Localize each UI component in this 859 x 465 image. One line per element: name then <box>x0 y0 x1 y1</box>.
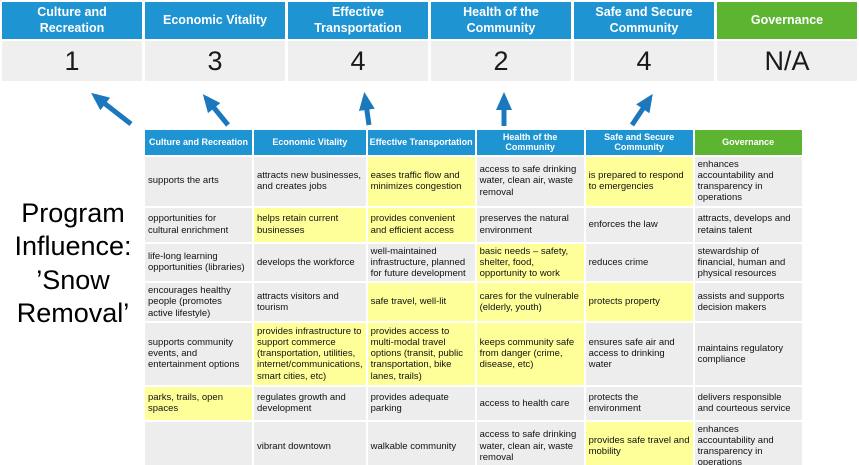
matrix-cell: is prepared to respond to emergencies <box>585 156 693 206</box>
matrix-cell <box>145 421 252 465</box>
matrix-cell: well-maintained infrastructure, planned … <box>367 243 475 282</box>
matrix-cell: assists and supports decision makers <box>694 283 802 321</box>
matrix-cell: eases traffic flow and minimizes congest… <box>367 156 475 206</box>
table-row: encourages healthy people (promotes acti… <box>145 283 802 321</box>
summary-score-economic-vitality: 3 <box>145 41 285 81</box>
matrix-cell: stewardship of financial, human and phys… <box>694 243 802 282</box>
matrix-cell: vibrant downtown <box>254 421 366 465</box>
summary-strip: Culture and Recreation Economic Vitality… <box>2 2 857 81</box>
influence-matrix-table: Culture and Recreation Economic Vitality… <box>143 128 804 465</box>
summary-header-effective-transportation: Effective Transportation <box>288 2 428 39</box>
table-row: life-long learning opportunities (librar… <box>145 243 802 282</box>
matrix-header-culture-and-recreation: Culture and Recreation <box>145 130 252 155</box>
matrix-cell: attracts visitors and tourism <box>254 283 366 321</box>
summary-header-governance: Governance <box>717 2 857 39</box>
summary-header-safe-and-secure-community: Safe and Secure Community <box>574 2 714 39</box>
matrix-cell: preserves the natural environment <box>476 207 584 242</box>
matrix-cell: protects property <box>585 283 693 321</box>
matrix-cell: access to health care <box>476 386 584 420</box>
matrix-cell: ensures safe air and access to drinking … <box>585 322 693 385</box>
matrix-cell: keeps community safe from danger (crime,… <box>476 322 584 385</box>
summary-score-effective-transportation: 4 <box>288 41 428 81</box>
up-left-arrow-icon <box>202 94 230 127</box>
matrix-cell: provides access to multi-modal travel op… <box>367 322 475 385</box>
matrix-cell: regulates growth and development <box>254 386 366 420</box>
matrix-cell: attracts new businesses, and creates job… <box>254 156 366 206</box>
matrix-header-health-of-the-community: Health of the Community <box>476 130 584 155</box>
matrix-cell: delivers responsible and courteous servi… <box>694 386 802 420</box>
table-row: parks, trails, open spaces regulates gro… <box>145 386 802 420</box>
matrix-cell: opportunities for cultural enrichment <box>145 207 252 242</box>
matrix-cell: attracts, develops and retains talent <box>694 207 802 242</box>
matrix-cell: supports community events, and entertain… <box>145 322 252 385</box>
up-right-arrow-icon <box>629 93 653 127</box>
matrix-cell: supports the arts <box>145 156 252 206</box>
matrix-cell: life-long learning opportunities (librar… <box>145 243 252 282</box>
matrix-cell: enforces the law <box>585 207 693 242</box>
matrix-cell: protects the environment <box>585 386 693 420</box>
summary-score-safe-and-secure-community: 4 <box>574 41 714 81</box>
summary-score-culture-and-recreation: 1 <box>2 41 142 81</box>
matrix-cell: encourages healthy people (promotes acti… <box>145 283 252 321</box>
summary-score-health-of-the-community: 2 <box>431 41 571 81</box>
summary-header-health-of-the-community: Health of the Community <box>431 2 571 39</box>
matrix-header-safe-and-secure-community: Safe and Secure Community <box>585 130 693 155</box>
table-row: supports community events, and entertain… <box>145 322 802 385</box>
matrix-cell: walkable community <box>367 421 475 465</box>
matrix-cell: maintains regulatory compliance <box>694 322 802 385</box>
up-arrow-icon <box>358 92 375 126</box>
matrix-header-economic-vitality: Economic Vitality <box>254 130 366 155</box>
matrix-cell: enhances accountability and transparency… <box>694 156 802 206</box>
summary-header-economic-vitality: Economic Vitality <box>145 2 285 39</box>
matrix-cell: safe travel, well-lit <box>367 283 475 321</box>
program-influence-label: Program Influence: ’Snow Removal’ <box>14 198 132 329</box>
matrix-cell: cares for the vulnerable (elderly, youth… <box>476 283 584 321</box>
matrix-header-effective-transportation: Effective Transportation <box>367 130 475 155</box>
summary-header-culture-and-recreation: Culture and Recreation <box>2 2 142 39</box>
table-row: opportunities for cultural enrichment he… <box>145 207 802 242</box>
matrix-cell: access to safe drinking water, clean air… <box>476 421 584 465</box>
matrix-cell: basic needs – safety, shelter, food, opp… <box>476 243 584 282</box>
table-row: supports the arts attracts new businesse… <box>145 156 802 206</box>
summary-score-governance: N/A <box>717 41 857 81</box>
up-left-arrow-icon <box>91 92 133 126</box>
matrix-cell: provides safe travel and mobility <box>585 421 693 465</box>
matrix-header-governance: Governance <box>694 130 802 155</box>
matrix-cell: provides infrastructure to support comme… <box>254 322 366 385</box>
matrix-cell: helps retain current businesses <box>254 207 366 242</box>
table-row: vibrant downtown walkable community acce… <box>145 421 802 465</box>
matrix-cell: provides convenient and efficient access <box>367 207 475 242</box>
matrix-cell: enhances accountability and transparency… <box>694 421 802 465</box>
matrix-cell: access to safe drinking water, clean air… <box>476 156 584 206</box>
matrix-cell: develops the workforce <box>254 243 366 282</box>
matrix-cell: parks, trails, open spaces <box>145 386 252 420</box>
matrix-cell: reduces crime <box>585 243 693 282</box>
matrix-cell: provides adequate parking <box>367 386 475 420</box>
